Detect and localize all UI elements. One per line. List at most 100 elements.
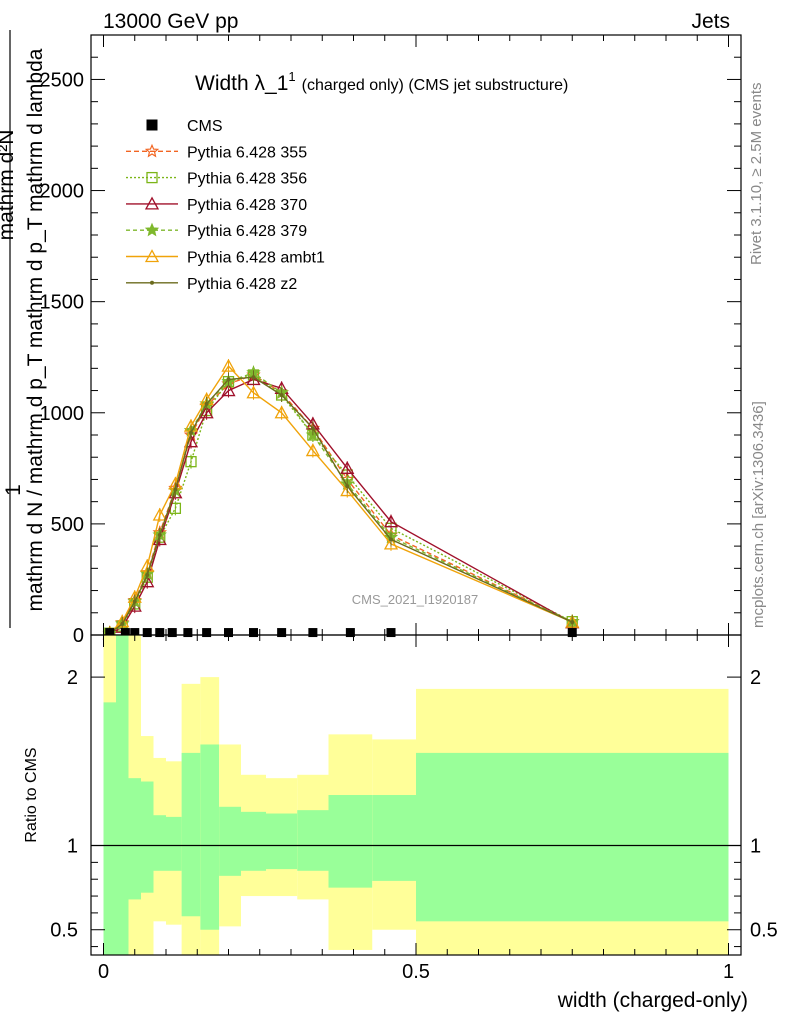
legend-entry-cms: CMS	[146, 118, 223, 135]
y-tick-label: 1000	[40, 403, 85, 425]
ratio-band-green	[141, 781, 154, 893]
series-marker	[279, 393, 284, 397]
ratio-tick-label-right: 2	[750, 667, 761, 689]
ratio-band-green	[328, 795, 373, 888]
header-right: Jets	[691, 10, 730, 33]
data-marker	[277, 628, 287, 638]
ratio-tick-label: 1	[67, 836, 78, 858]
series-marker	[144, 222, 160, 237]
plot-title-tail: (charged only) (CMS jet substructure)	[302, 77, 569, 94]
y-axis-label-bottom: mathrm d N / mathrm d p_T mathrm d p_T m…	[24, 48, 47, 611]
series-line	[109, 374, 573, 634]
legend: CMS Pythia 6.428 355 Pythia 6.428 356 Pythi…	[126, 118, 325, 293]
legend-label: Pythia 6.428 355	[187, 144, 307, 161]
legend-entry: Pythia 6.428 z2	[126, 276, 297, 293]
series-marker	[199, 405, 214, 419]
ratio-band-green	[297, 810, 329, 871]
series-marker	[132, 599, 137, 604]
plot-title-main: Width λ_1	[195, 72, 288, 95]
ratio-band-green	[103, 702, 116, 955]
series-marker	[221, 358, 236, 372]
ratio-tick-label-right: 1	[750, 836, 761, 858]
series-marker	[173, 487, 178, 492]
x-axis-label: width (charged-only)	[557, 989, 748, 1012]
series-marker	[389, 537, 393, 542]
ratio-band-green	[416, 752, 729, 922]
ratio-band-green	[181, 752, 201, 917]
ratio-band-green	[200, 744, 220, 930]
series-marker	[204, 401, 209, 406]
data-marker	[183, 628, 193, 638]
analysis-watermark: CMS_2021_I1920187	[352, 592, 479, 607]
data-marker	[202, 628, 212, 638]
legend-label: Pythia 6.428 z2	[187, 276, 297, 293]
ratio-tick-label: 0.5	[50, 920, 78, 942]
legend-label: CMS	[187, 118, 223, 135]
ratio-bands-layer	[91, 635, 741, 955]
series-marker	[221, 383, 236, 397]
data-marker	[146, 119, 158, 131]
ratio-tick-label-right: 0.5	[750, 920, 778, 942]
series-marker	[246, 385, 261, 399]
series-marker	[144, 196, 160, 210]
series-marker	[383, 514, 399, 528]
ratio-band-green	[153, 815, 166, 871]
main-plot-frame: 0 500 1000 1500 2000 2500	[40, 34, 742, 647]
data-marker	[308, 628, 318, 638]
data-marker	[386, 628, 396, 638]
header-left: 13000 GeV pp	[103, 10, 238, 33]
data-marker	[167, 628, 177, 638]
series-marker	[157, 533, 162, 537]
main-series-layer	[102, 358, 580, 641]
series-marker	[144, 143, 160, 158]
ratio-band-green	[166, 816, 182, 871]
plot-title: Width λ_11 (charged only) (CMS jet substr…	[195, 69, 568, 95]
series-marker	[226, 377, 231, 382]
ratio-plot-frame: 0 0.5 1 0.5 0.5 1 1 2 2	[50, 634, 778, 983]
ratio-band-green	[219, 806, 241, 876]
legend-entry: Pythia 6.428 ambt1	[126, 249, 325, 267]
series-marker	[570, 620, 575, 625]
y-axis-label-top: 1	[2, 484, 25, 496]
x-tick-label: 1	[723, 961, 734, 983]
series-marker	[144, 249, 160, 263]
y-tick-label: 500	[51, 514, 84, 536]
series-marker	[274, 405, 289, 419]
series-marker	[305, 443, 320, 457]
y-tick-label: 2000	[40, 181, 85, 203]
legend-label: Pythia 6.428 370	[187, 197, 307, 214]
y-tick-label: 0	[73, 625, 84, 647]
series-marker	[345, 484, 350, 489]
series-marker	[251, 375, 256, 380]
series-marker	[145, 573, 150, 577]
legend-label: Pythia 6.428 356	[187, 171, 307, 188]
series-line	[109, 378, 573, 635]
data-marker	[249, 628, 258, 638]
series-pythia-6-428-356	[104, 368, 578, 641]
series-marker	[152, 507, 167, 521]
y-tick-label: 1500	[40, 292, 85, 314]
legend-entry: Pythia 6.428 355	[126, 143, 307, 161]
rivet-label: Rivet 3.1.10, ≥ 2.5M events	[748, 83, 765, 266]
data-marker	[345, 628, 355, 638]
ratio-band-green	[266, 813, 298, 870]
plot-title-sup: 1	[288, 69, 295, 84]
series-line	[109, 364, 573, 634]
ratio-band-green	[116, 635, 129, 955]
y-axis-label: 1 mathrm d²N mathrm d N / mathrm d p_T m…	[0, 30, 47, 628]
series-line	[109, 376, 573, 634]
series-marker	[189, 430, 193, 435]
x-tick-label: 0	[98, 961, 109, 983]
legend-entry: Pythia 6.428 356	[126, 171, 307, 188]
ratio-axis-label: Ratio to CMS	[23, 747, 40, 842]
series-pythia-6-428-z2	[107, 370, 575, 641]
series-marker	[120, 621, 125, 626]
series-marker	[383, 536, 399, 550]
series-marker	[310, 426, 315, 431]
series-marker	[150, 280, 154, 285]
series-line	[109, 374, 573, 634]
y-axis-label-numerator: mathrm d²N	[0, 130, 18, 241]
legend-label: Pythia 6.428 379	[187, 223, 307, 240]
series-marker	[185, 456, 197, 468]
